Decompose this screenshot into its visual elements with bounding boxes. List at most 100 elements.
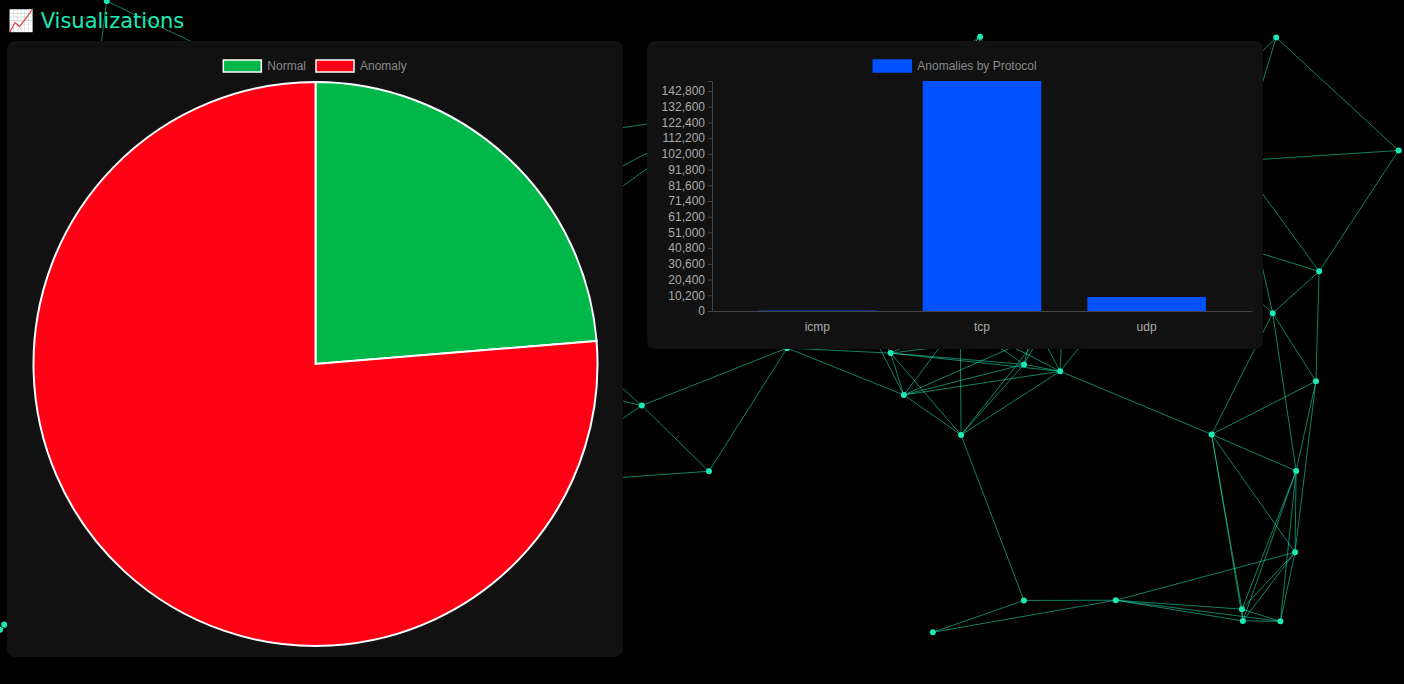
legend-item: Normal — [223, 59, 306, 73]
legend-swatch — [316, 60, 354, 72]
card — [7, 41, 623, 657]
network-line — [1116, 600, 1243, 621]
y-tick: 20,400 — [668, 273, 712, 287]
network-line — [1316, 271, 1319, 381]
network-line — [961, 371, 1060, 435]
network-line — [787, 348, 904, 395]
tick-mark — [708, 264, 712, 265]
network-node — [0, 627, 3, 633]
bar — [758, 310, 877, 311]
network-line — [961, 435, 1024, 600]
tick-mark — [708, 217, 712, 218]
x-tick: icmp — [805, 311, 831, 334]
network-node — [1273, 35, 1279, 41]
tick-mark — [708, 248, 712, 249]
bars — [758, 81, 1206, 311]
network-node — [888, 350, 894, 356]
y-tick: 51,000 — [668, 226, 712, 240]
pie — [34, 82, 598, 646]
network-node — [1240, 618, 1246, 624]
network-line — [933, 600, 1116, 632]
network-node — [1270, 310, 1276, 316]
network-line — [1273, 271, 1319, 313]
network-line — [1243, 620, 1281, 621]
network-node — [1, 621, 7, 627]
legend-item: Anomalies by Protocol — [873, 59, 1036, 73]
tick-mark — [708, 280, 712, 281]
legend-label: Anomaly — [360, 59, 407, 73]
tick-mark — [708, 138, 712, 139]
background — [0, 0, 1404, 684]
y-tick: 61,200 — [668, 210, 712, 224]
y-axis: 010,200 20,400 30,600 40,80051,000 61,200 71,… — [662, 82, 713, 319]
tick-mark — [708, 185, 712, 186]
legend-label: Normal — [267, 59, 306, 73]
y-tick: 132,600 — [662, 100, 712, 114]
network-node — [104, 0, 110, 4]
x-axis: icmptcpudp — [713, 311, 1253, 334]
tick-label: tcp — [974, 320, 990, 334]
tick-label: 71,400 — [668, 194, 705, 208]
tick-mark — [708, 232, 712, 233]
network-line — [1116, 552, 1295, 600]
y-tick: 81,600 — [668, 179, 712, 193]
tick-mark — [708, 91, 712, 92]
y-tick: 102,000 — [662, 147, 712, 161]
network-line — [1212, 381, 1316, 434]
tick-mark — [708, 295, 712, 296]
tick-label: 0 — [698, 304, 705, 318]
pie-slice — [34, 82, 598, 646]
tick-mark — [708, 170, 712, 171]
bar — [923, 81, 1042, 311]
y-tick: 30,600 — [668, 257, 712, 271]
network-line — [1276, 38, 1398, 151]
y-tick: 122,400 — [662, 116, 712, 130]
legend: Normal Anomaly — [223, 59, 406, 73]
y-tick: 91,800 — [668, 163, 712, 177]
tick-label: 102,000 — [662, 147, 706, 161]
y-tick: 40,800 — [668, 241, 712, 255]
tick-label: 40,800 — [668, 241, 705, 255]
network-line — [1273, 313, 1296, 471]
legend-label: Anomalies by Protocol — [917, 59, 1036, 73]
network-node — [1239, 606, 1245, 612]
network-line — [933, 600, 1024, 632]
tick-mark — [708, 107, 712, 108]
network-line — [961, 335, 1041, 435]
axis-line — [708, 82, 713, 312]
network-line — [1024, 600, 1116, 601]
tick-mark — [708, 311, 712, 312]
tick-mark — [708, 122, 712, 123]
tick-label: 91,800 — [668, 163, 705, 177]
network-node — [977, 34, 983, 40]
network-line — [961, 364, 1024, 435]
network-line — [1273, 313, 1316, 381]
network-line — [1212, 434, 1296, 471]
network-node — [930, 629, 936, 635]
bar — [1087, 297, 1206, 311]
axis-line — [713, 311, 1253, 312]
tick-label: 20,400 — [668, 273, 705, 287]
network-line — [1242, 471, 1296, 609]
network-node — [1293, 468, 1299, 474]
network-node — [1209, 431, 1215, 437]
network-node — [1292, 549, 1298, 555]
legend-swatch — [873, 60, 911, 72]
network-node — [1057, 368, 1063, 374]
network-line — [1243, 471, 1296, 621]
tick-label: 112,200 — [663, 131, 706, 145]
legend-item: Anomaly — [316, 59, 407, 73]
tick-label: 30,600 — [668, 257, 705, 271]
page: 📈 VisualizationsNormalAnomalyAnomalies b… — [0, 0, 1404, 684]
network-node — [958, 432, 964, 438]
tick-label: 132,600 — [662, 100, 706, 114]
network-node — [1316, 268, 1322, 274]
legend: Anomalies by Protocol — [873, 59, 1036, 73]
network-line — [642, 406, 709, 472]
network-line — [1116, 600, 1242, 609]
y-tick: 71,400 — [668, 194, 712, 208]
network-line — [642, 348, 787, 406]
tick-label: icmp — [805, 320, 831, 334]
tick-label: 10,200 — [668, 289, 705, 303]
network-line — [1116, 600, 1281, 621]
